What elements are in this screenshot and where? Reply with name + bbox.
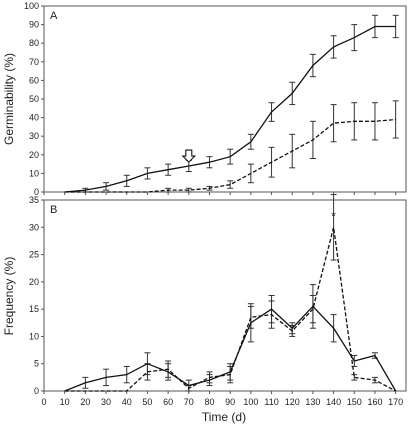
y-tick-label: 30 xyxy=(29,131,39,141)
panel-b-significance-star: * xyxy=(331,209,336,223)
panel-a-series-solid-line xyxy=(64,25,396,193)
panel-b-x-ticks: 0 10 20 30 40 50 60 70 80 90 100 110 120 130 140 150 160… xyxy=(41,391,403,407)
panel-a-series-dashed-line xyxy=(64,118,396,193)
x-tick-label: 90 xyxy=(225,397,235,407)
x-tick-label: 20 xyxy=(80,397,90,407)
panel-b-series-solid-line xyxy=(64,305,397,392)
y-tick-label: 0 xyxy=(34,187,39,197)
x-axis-label: Time (d) xyxy=(202,410,246,424)
y-tick-label: 15 xyxy=(29,304,39,314)
x-tick-label: 40 xyxy=(122,397,132,407)
error-bar xyxy=(185,187,192,193)
panel-b-y-ticks: 0 5 10 15 20 25 30 35 xyxy=(29,195,44,396)
x-tick-label: 80 xyxy=(204,397,214,407)
panel-a-label: A xyxy=(50,10,58,22)
y-tick-label: 90 xyxy=(29,20,39,30)
panel-b-error-bars xyxy=(82,194,378,392)
y-tick-label: 5 xyxy=(34,359,39,369)
panel-b-y-axis-label: Frequency (%) xyxy=(2,257,16,336)
panel-a-arrow-annotation xyxy=(181,149,197,163)
x-tick-label: 60 xyxy=(163,397,173,407)
y-tick-label: 30 xyxy=(29,222,39,232)
error-bar xyxy=(371,102,378,141)
x-tick-label: 140 xyxy=(326,397,341,407)
x-tick-label: 100 xyxy=(243,397,258,407)
panel-a: 0 10 20 30 40 50 60 70 80 90 100 A Germinability (… xyxy=(2,1,407,197)
panel-b: 0 5 10 15 20 25 30 35 0 10 20 30 40 50 60 70 80 90 100 110… xyxy=(2,194,407,424)
panel-b-frame xyxy=(43,199,407,392)
panel-a-error-bars xyxy=(82,14,399,193)
y-tick-label: 100 xyxy=(24,1,39,11)
x-tick-label: 0 xyxy=(41,397,46,407)
x-tick-label: 160 xyxy=(367,397,382,407)
error-bar xyxy=(330,104,337,143)
arrow-down-icon xyxy=(181,149,197,163)
panel-b-series-dashed-line xyxy=(64,227,397,392)
x-tick-label: 120 xyxy=(285,397,300,407)
panel-a-frame xyxy=(43,5,407,193)
y-tick-label: 40 xyxy=(29,113,39,123)
y-tick-label: 20 xyxy=(29,277,39,287)
y-tick-label: 70 xyxy=(29,57,39,67)
x-tick-label: 30 xyxy=(101,397,111,407)
panel-a-y-axis-label: Germinability (%) xyxy=(2,53,16,145)
x-tick-label: 170 xyxy=(388,397,403,407)
y-tick-label: 10 xyxy=(29,168,39,178)
panel-a-y-ticks: 0 10 20 30 40 50 60 70 80 90 100 xyxy=(24,1,44,197)
y-tick-label: 0 xyxy=(34,386,39,396)
x-tick-label: 50 xyxy=(142,397,152,407)
x-tick-label: 150 xyxy=(347,397,362,407)
y-tick-label: 25 xyxy=(29,250,39,260)
error-bar xyxy=(330,194,337,261)
y-tick-label: 60 xyxy=(29,75,39,85)
y-tick-label: 50 xyxy=(29,94,39,104)
x-tick-label: 110 xyxy=(264,397,278,407)
y-tick-label: 20 xyxy=(29,150,39,160)
x-tick-label: 130 xyxy=(305,397,320,407)
x-tick-label: 10 xyxy=(60,397,70,407)
y-tick-label: 80 xyxy=(29,38,39,48)
y-tick-label: 10 xyxy=(29,331,39,341)
y-tick-label: 35 xyxy=(29,195,39,205)
x-tick-label: 70 xyxy=(184,397,194,407)
panel-b-label: B xyxy=(50,204,57,216)
